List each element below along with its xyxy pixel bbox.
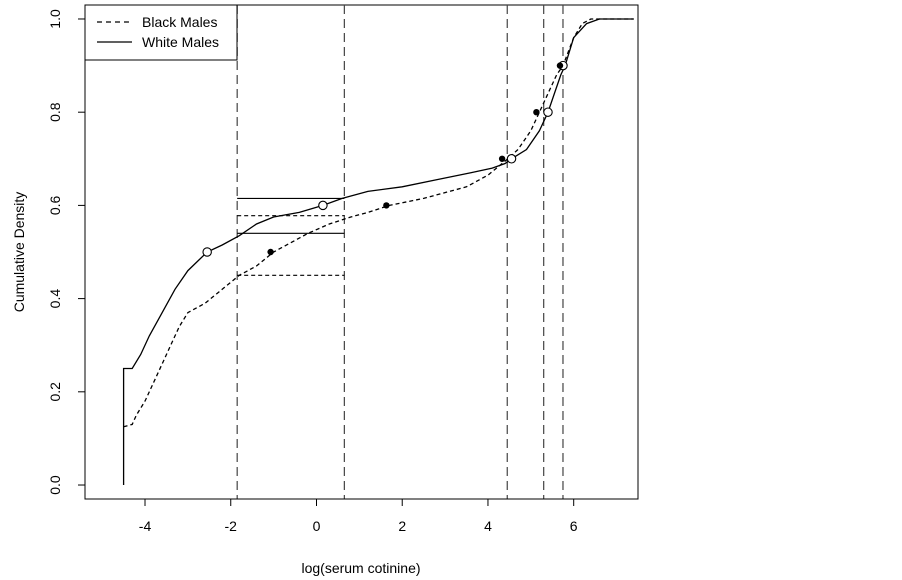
black-males-quantile-point-1 (383, 202, 390, 209)
legend: Black Males White Males (84, 4, 238, 61)
y-axis-label: Cumulative Density (11, 192, 27, 313)
x-axis: -4 -2 0 2 4 6 (139, 498, 578, 534)
white-males-quantile-point-2 (506, 154, 517, 164)
legend-label-white-males: White Males (142, 34, 219, 50)
x-tick-label-2: 0 (313, 518, 321, 534)
x-tick-label-5: 6 (570, 518, 578, 534)
x-axis-label: log(serum cotinine) (301, 560, 420, 576)
legend-box (84, 4, 238, 61)
y-tick-label-3: 0.6 (47, 195, 63, 215)
y-tick-label-0: 0.0 (47, 475, 63, 495)
black-males-quantile-point-2 (498, 155, 506, 162)
white-males-quantile-point-3 (543, 107, 553, 117)
x-tick-label-0: -4 (139, 518, 152, 534)
y-tick-label-5: 1.0 (47, 9, 63, 29)
y-tick-label-1: 0.2 (47, 382, 63, 402)
x-tick-label-3: 2 (398, 518, 406, 534)
quantile-points-layer (202, 60, 568, 257)
white-males-quantile-point-0 (202, 247, 212, 257)
series-line-white-males (122, 18, 634, 485)
plot-frame (84, 4, 639, 500)
black-males-quantile-point-0 (267, 248, 274, 256)
black-males-quantile-point-4 (556, 62, 564, 69)
y-tick-label-4: 0.8 (47, 102, 63, 122)
series-line-black-males (123, 18, 634, 428)
series-layer (122, 18, 634, 485)
x-tick-label-1: -2 (225, 518, 238, 534)
legend-label-black-males: Black Males (142, 14, 217, 30)
black-males-quantile-point-3 (533, 108, 540, 116)
x-tick-label-4: 4 (484, 518, 492, 534)
white-males-quantile-point-1 (318, 200, 328, 211)
y-axis: 0.0 0.2 0.4 0.6 0.8 1.0 (47, 9, 86, 495)
y-tick-label-2: 0.4 (47, 289, 63, 309)
reference-lines (236, 5, 564, 499)
